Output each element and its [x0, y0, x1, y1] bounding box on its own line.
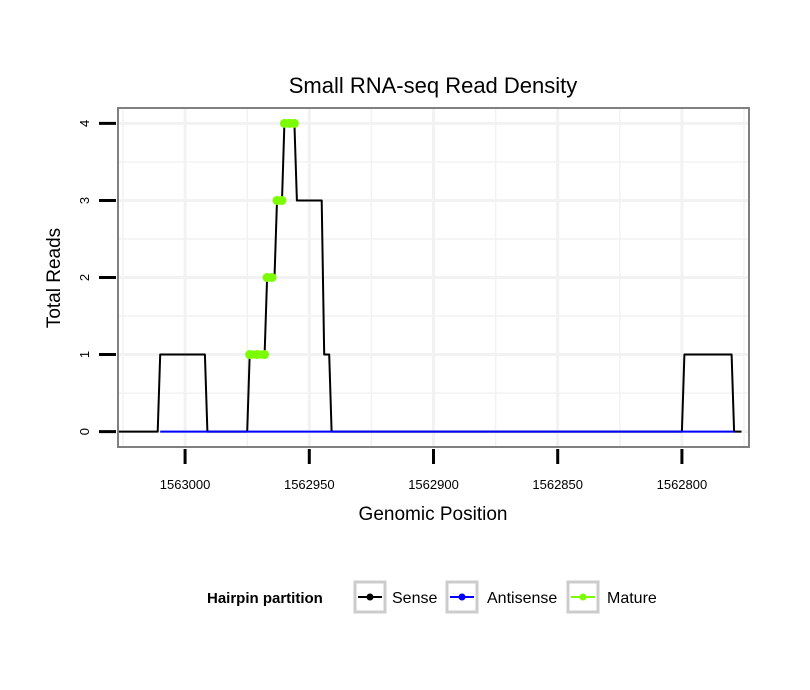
legend-item-mature: Mature [566, 580, 657, 614]
legend-label-antisense: Antisense [487, 590, 557, 607]
legend-dot-mature [579, 593, 587, 601]
x-axis-ticks: 1563000 1562950 1562900 1562850 1562800 [160, 449, 707, 492]
legend-item-sense: Sense [353, 580, 437, 614]
legend-dot-sense [366, 593, 374, 601]
x-tick-label: 1562900 [408, 477, 459, 492]
x-tick-label: 1562950 [284, 477, 335, 492]
gridlines [118, 108, 749, 447]
y-tick-label: 0 [77, 428, 92, 435]
y-tick-label: 4 [77, 120, 92, 127]
series-layer [118, 118, 742, 433]
y-tick-label: 2 [77, 274, 92, 281]
legend-title: Hairpin partition [207, 590, 323, 607]
y-axis-label: Total Reads [44, 228, 65, 328]
y-axis-ticks: 0 1 2 3 4 [77, 120, 116, 435]
y-tick-label: 1 [77, 351, 92, 358]
x-axis-label: Genomic Position [359, 504, 508, 525]
sense-line [118, 122, 742, 433]
legend-dot-antisense [458, 593, 466, 601]
plot-panel [117, 107, 750, 448]
legend-label-mature: Mature [607, 590, 657, 607]
legend: Hairpin partition Sense Antisense Mature [207, 580, 657, 614]
x-tick-label: 1562800 [657, 477, 708, 492]
chart-title: Small RNA-seq Read Density [289, 73, 578, 98]
legend-item-antisense: Antisense [445, 580, 557, 614]
plot-border [117, 107, 750, 448]
y-tick-label: 3 [77, 197, 92, 204]
legend-label-sense: Sense [392, 590, 437, 607]
x-tick-label: 1562850 [532, 477, 583, 492]
x-tick-label: 1563000 [160, 477, 211, 492]
